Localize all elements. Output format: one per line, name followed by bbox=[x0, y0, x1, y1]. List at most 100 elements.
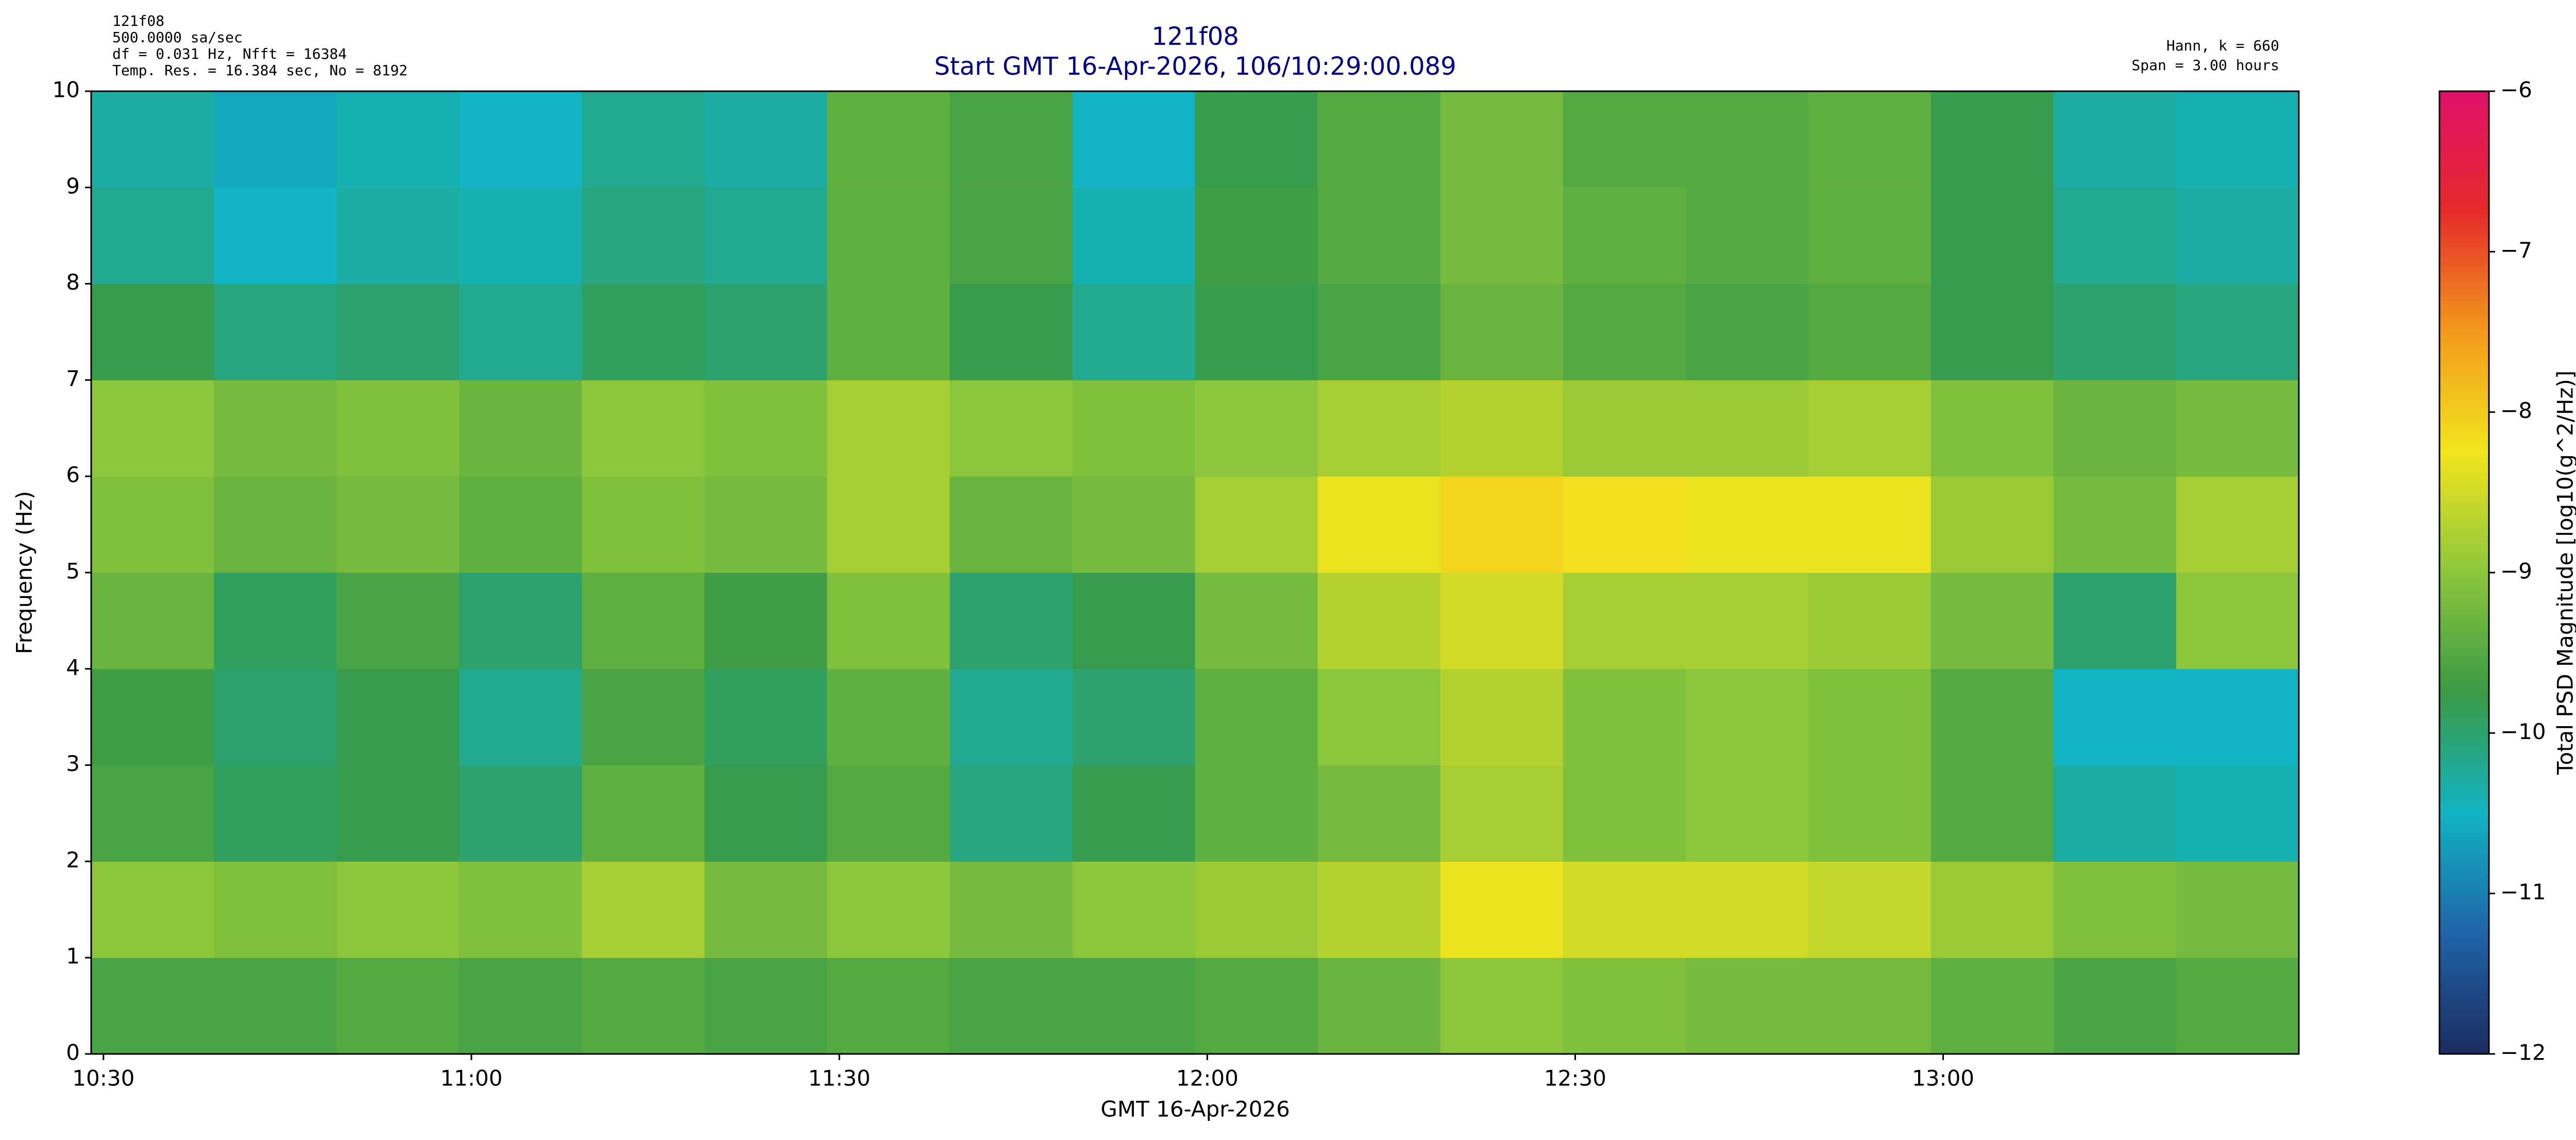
heatmap-cell bbox=[1440, 187, 1564, 284]
heatmap-cell bbox=[459, 380, 582, 477]
heatmap-cell bbox=[1685, 573, 1809, 669]
heatmap-cell bbox=[1685, 91, 1809, 188]
heatmap-cell bbox=[1317, 476, 1441, 573]
heatmap-cell bbox=[1808, 476, 1931, 573]
heatmap-cell bbox=[459, 668, 582, 766]
heatmap-cell bbox=[1317, 861, 1441, 958]
heatmap-cell bbox=[336, 765, 460, 862]
colorbar-tick-label: −8 bbox=[2500, 398, 2532, 423]
heatmap-cell bbox=[827, 91, 950, 188]
heatmap-cell bbox=[336, 861, 460, 958]
heatmap-cell bbox=[91, 573, 214, 669]
heatmap-cell bbox=[2176, 476, 2299, 573]
heatmap-cell bbox=[1072, 861, 1195, 958]
heatmap-cell bbox=[704, 283, 827, 380]
heatmap-cell bbox=[1072, 573, 1195, 669]
heatmap-cell bbox=[1563, 380, 1686, 477]
heatmap-cell bbox=[1563, 958, 1686, 1054]
heatmap-cell bbox=[1195, 958, 1318, 1054]
heatmap-cell bbox=[827, 283, 950, 380]
heatmap-cell bbox=[336, 958, 460, 1054]
heatmap-cell bbox=[1195, 187, 1318, 284]
heatmap-cell bbox=[950, 765, 1073, 862]
heatmap-cell bbox=[1440, 765, 1564, 862]
x-tick-label: 11:00 bbox=[440, 1066, 502, 1091]
heatmap-cell bbox=[1072, 765, 1195, 862]
y-tick-label: 9 bbox=[66, 173, 80, 198]
heatmap-cell bbox=[336, 668, 460, 766]
heatmap-cell bbox=[582, 765, 705, 862]
heatmap-cell bbox=[827, 380, 950, 477]
heatmap-cell bbox=[1440, 861, 1564, 958]
info-text: Span = 3.00 hours bbox=[2131, 57, 2279, 74]
heatmap-cell bbox=[1563, 861, 1686, 958]
heatmap-cell bbox=[2176, 573, 2299, 669]
heatmap-cell bbox=[2176, 958, 2299, 1054]
chart-title: 121f08 bbox=[1151, 22, 1239, 51]
heatmap-cell bbox=[1930, 476, 2054, 573]
heatmap-cell bbox=[459, 861, 582, 958]
heatmap-cell bbox=[582, 861, 705, 958]
heatmap-cell bbox=[704, 573, 827, 669]
heatmap-cell bbox=[950, 958, 1073, 1054]
heatmap-cell bbox=[1685, 380, 1809, 477]
heatmap-cell bbox=[582, 573, 705, 669]
heatmap-cell bbox=[1440, 283, 1564, 380]
colorbar-label: Total PSD Magnitude [log10(g^2/Hz)] bbox=[2553, 371, 2576, 775]
heatmap-cell bbox=[1808, 187, 1931, 284]
heatmap-cell bbox=[336, 573, 460, 669]
heatmap-cell bbox=[704, 765, 827, 862]
y-tick-label: 4 bbox=[66, 655, 80, 680]
heatmap-cell bbox=[1930, 765, 2054, 862]
heatmap-cell bbox=[1808, 380, 1931, 477]
y-tick-label: 10 bbox=[53, 77, 80, 103]
heatmap-cell bbox=[1195, 861, 1318, 958]
y-tick-label: 1 bbox=[66, 944, 80, 969]
heatmap-cell bbox=[2176, 861, 2299, 958]
heatmap-cell bbox=[2176, 91, 2299, 188]
heatmap-cell bbox=[1930, 861, 2054, 958]
heatmap-cell bbox=[950, 476, 1073, 573]
heatmap-cell bbox=[1685, 283, 1809, 380]
heatmap-cell bbox=[2053, 187, 2177, 284]
y-tick-label: 2 bbox=[66, 847, 80, 873]
heatmap-cell bbox=[1563, 91, 1686, 188]
x-tick-label: 12:30 bbox=[1544, 1066, 1606, 1091]
y-axis-label: Frequency (Hz) bbox=[12, 491, 37, 655]
heatmap-cell bbox=[827, 476, 950, 573]
heatmap-cell bbox=[2053, 91, 2177, 188]
heatmap-cell bbox=[827, 958, 950, 1054]
heatmap-cell bbox=[1440, 380, 1564, 477]
heatmap-cell bbox=[336, 476, 460, 573]
heatmap-cell bbox=[582, 91, 705, 188]
heatmap-cell bbox=[1195, 573, 1318, 669]
heatmap-cell bbox=[582, 187, 705, 284]
heatmap-cell bbox=[214, 861, 337, 958]
heatmap-cell bbox=[1563, 187, 1686, 284]
heatmap-cell bbox=[1317, 765, 1441, 862]
heatmap-cell bbox=[1317, 187, 1441, 284]
heatmap-cell bbox=[1808, 283, 1931, 380]
heatmap-cell bbox=[459, 283, 582, 380]
heatmap-cell bbox=[827, 765, 950, 862]
heatmap-cell bbox=[1440, 668, 1564, 766]
heatmap-cell bbox=[1440, 958, 1564, 1054]
heatmap-cell bbox=[214, 380, 337, 477]
info-text: df = 0.031 Hz, Nfft = 16384 bbox=[112, 45, 347, 62]
heatmap-cell bbox=[827, 573, 950, 669]
heatmap-cell bbox=[214, 765, 337, 862]
info-text: 500.0000 sa/sec bbox=[112, 29, 243, 46]
heatmap-cell bbox=[1195, 476, 1318, 573]
colorbar-tick-label: −7 bbox=[2500, 238, 2532, 263]
heatmap-cell bbox=[459, 765, 582, 862]
heatmap-cell bbox=[1317, 283, 1441, 380]
heatmap-cell bbox=[91, 958, 214, 1054]
y-tick-label: 3 bbox=[66, 751, 80, 776]
heatmap-cell bbox=[2053, 765, 2177, 862]
heatmap-cell bbox=[704, 380, 827, 477]
heatmap-cell bbox=[336, 380, 460, 477]
heatmap-cell bbox=[1317, 668, 1441, 766]
heatmap-cell bbox=[459, 91, 582, 188]
heatmap-cell bbox=[2053, 668, 2177, 766]
